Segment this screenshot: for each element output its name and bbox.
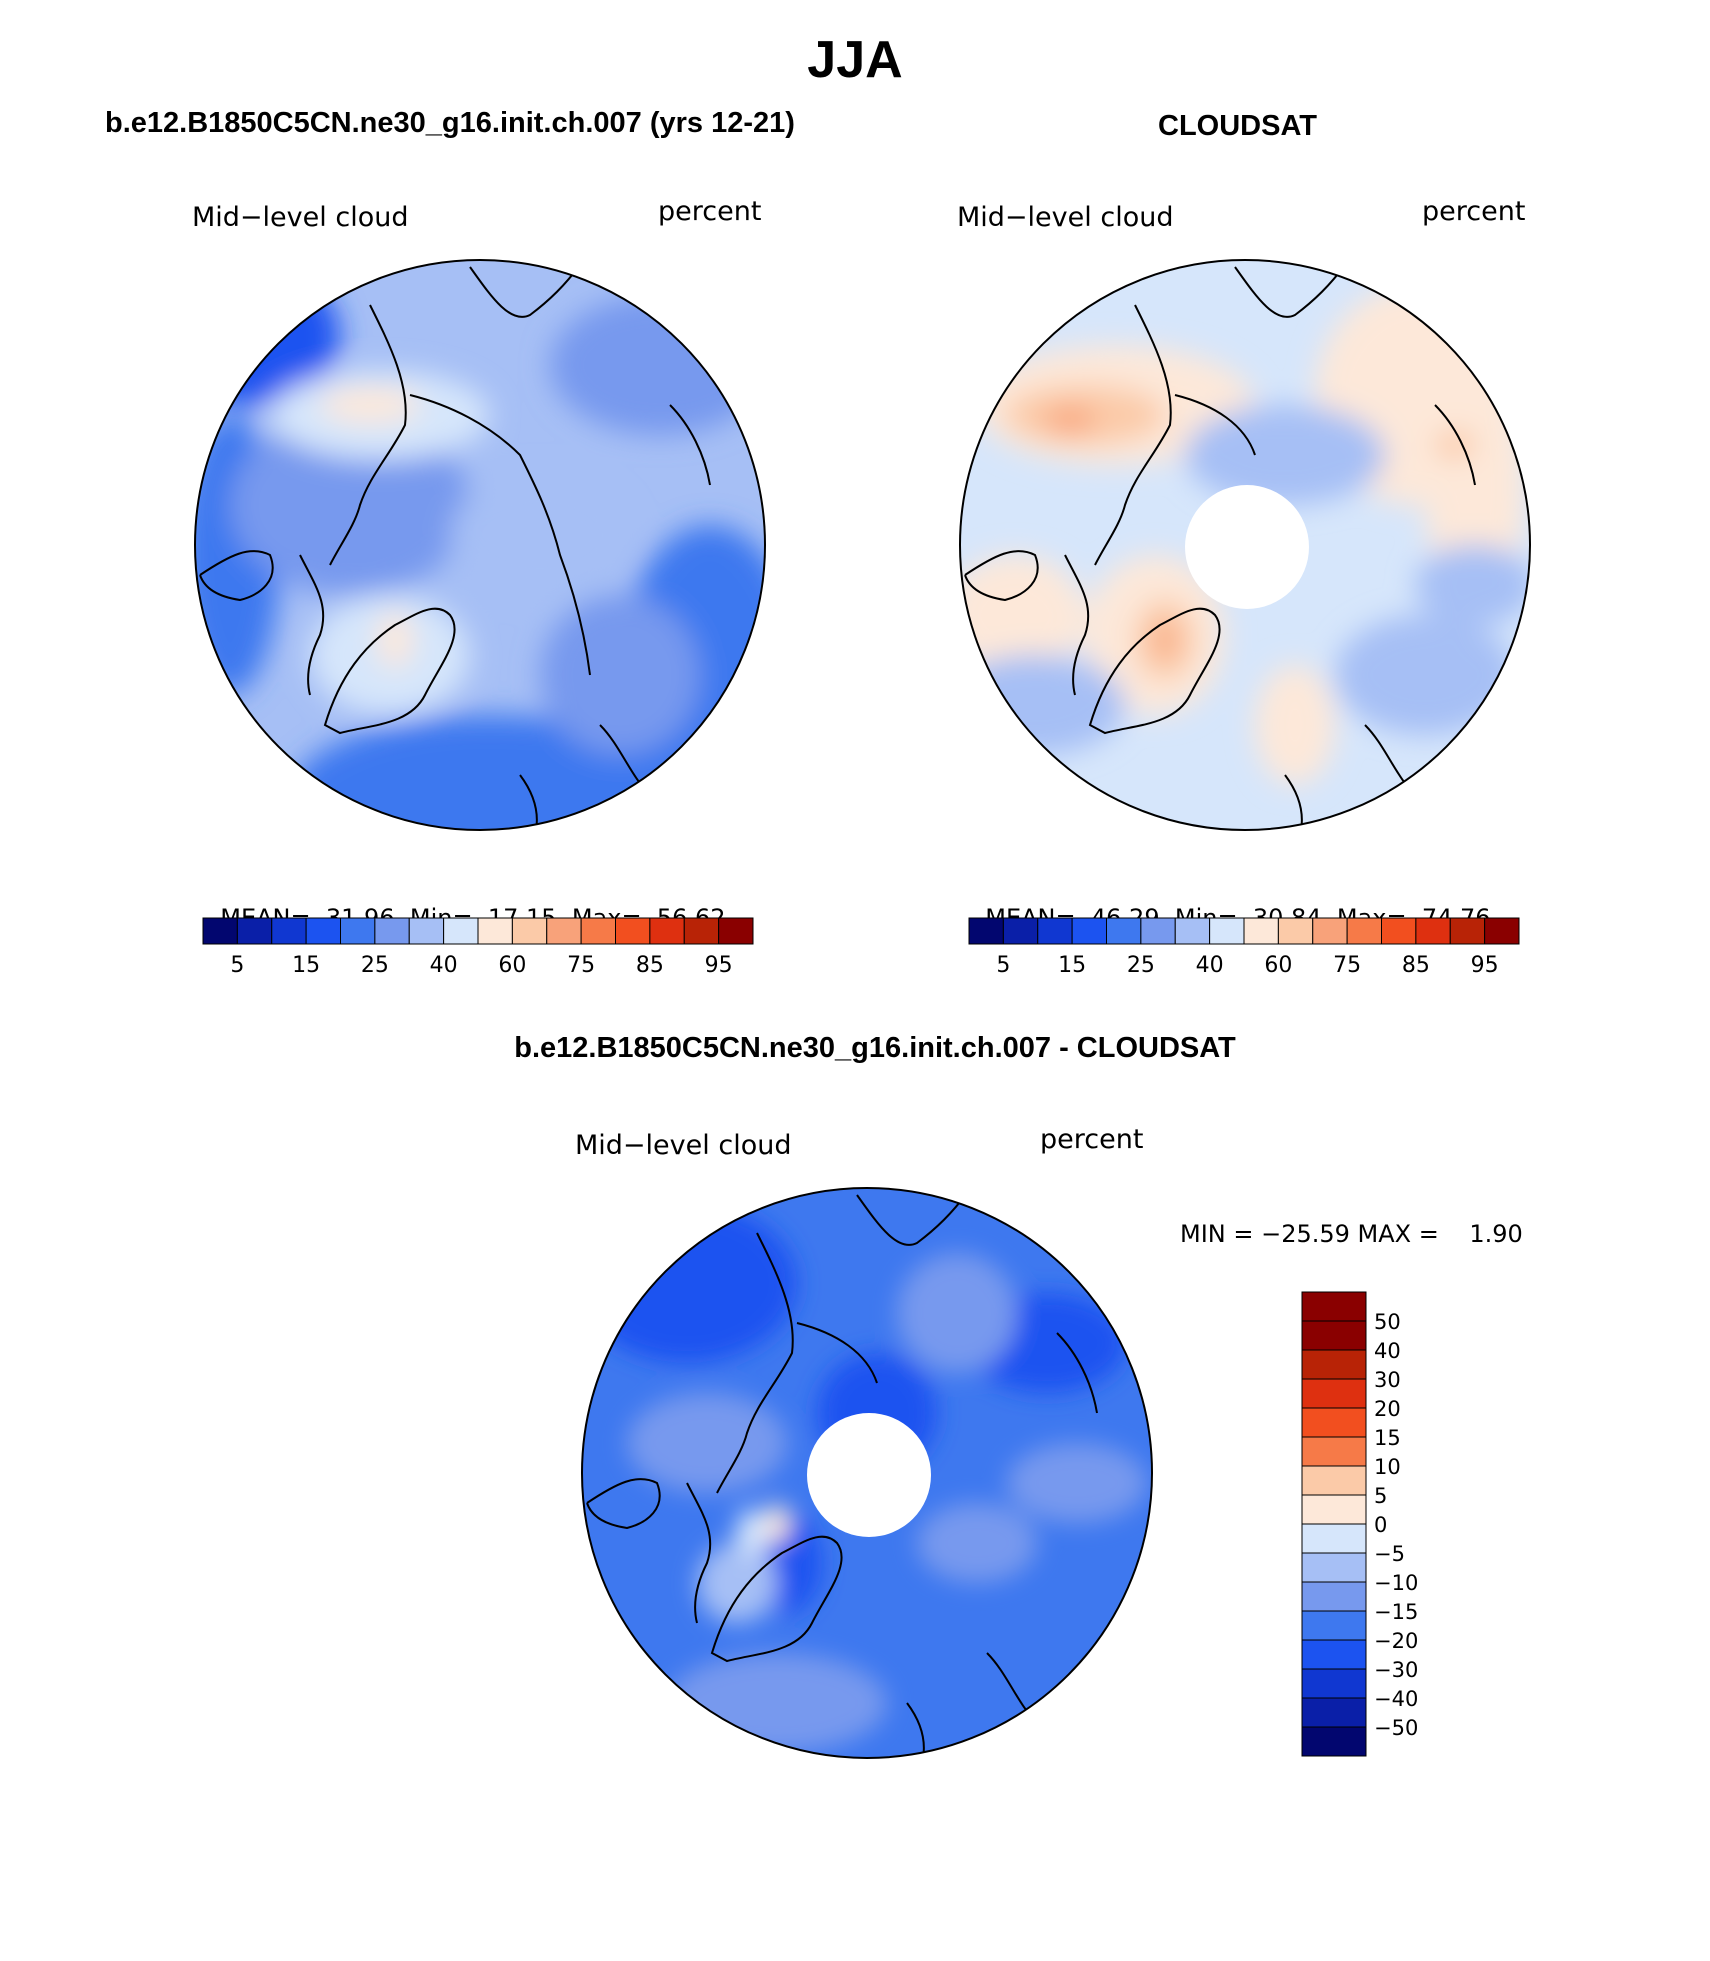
diff-colorbar-box (1301, 1523, 1367, 1554)
model-colorbar-box (236, 917, 273, 945)
obs-colorbar: 5 15 25 40 60 75 85 95 (968, 917, 1520, 978)
diff-colorbar-box (1301, 1610, 1367, 1641)
diff-colorbar-box (1301, 1407, 1367, 1438)
obs-colorbar-box (1449, 917, 1486, 945)
obs-panel-title: CLOUDSAT (1158, 110, 1317, 142)
obs-colorbar-label: 40 (1196, 953, 1224, 978)
model-colorbar-box (649, 917, 685, 945)
model-colorbar-box (718, 917, 754, 945)
model-colorbar-box (271, 917, 307, 945)
model-colorbar: 5 15 25 40 60 75 85 95 (202, 917, 754, 978)
diff-units-label: percent (1040, 1124, 1144, 1155)
diff-colorbar-box (1301, 1291, 1367, 1322)
obs-colorbar-box (1002, 917, 1039, 945)
obs-colorbar-box (1415, 917, 1451, 945)
model-panel-title: b.e12.B1850C5CN.ne30_g16.init.ch.007 (yr… (105, 107, 795, 139)
model-colorbar-box (580, 917, 616, 945)
obs-colorbar-box (1346, 917, 1382, 945)
diff-colorbar-label: −5 (1374, 1542, 1405, 1566)
obs-variable-label: Mid−level cloud (957, 202, 1174, 233)
diff-colorbar-box (1301, 1552, 1367, 1583)
diff-variable-label: Mid−level cloud (575, 1130, 792, 1161)
model-colorbar-box (408, 917, 445, 945)
diff-colorbar-label: −20 (1374, 1629, 1418, 1653)
diff-colorbar-box (1301, 1668, 1367, 1699)
diff-colorbar-box (1301, 1697, 1367, 1728)
obs-colorbar-label: 95 (1471, 953, 1499, 978)
model-colorbar-label: 60 (498, 953, 526, 978)
figure-title: JJA (807, 31, 903, 89)
obs-colorbar-box (1037, 917, 1073, 945)
obs-colorbar-box (1209, 917, 1245, 945)
diff-colorbar-label: 20 (1374, 1397, 1401, 1421)
model-colorbar-box (202, 917, 238, 945)
model-colorbar-label: 40 (430, 953, 458, 978)
obs-colorbar-label: 75 (1333, 953, 1361, 978)
model-colorbar-box (615, 917, 651, 945)
diff-colorbar-label: −30 (1374, 1658, 1418, 1682)
diff-colorbar-box (1301, 1349, 1367, 1380)
obs-colorbar-label: 60 (1264, 953, 1292, 978)
obs-colorbar-box (968, 917, 1004, 945)
model-colorbar-label: 25 (361, 953, 389, 978)
diff-polar-map (581, 1187, 1153, 1759)
obs-colorbar-box (1484, 917, 1520, 945)
model-units-label: percent (658, 196, 762, 227)
obs-colorbar-box (1243, 917, 1279, 945)
diff-colorbar-label: 10 (1374, 1455, 1401, 1479)
diff-colorbar-box (1301, 1726, 1367, 1757)
diff-colorbar-label: 5 (1374, 1484, 1387, 1508)
diff-colorbar-label: 30 (1374, 1368, 1401, 1392)
obs-colorbar-box (1140, 917, 1176, 945)
diff-colorbar-label: −50 (1374, 1716, 1418, 1740)
model-colorbar-label: 5 (230, 953, 244, 978)
diff-colorbar-box (1301, 1320, 1367, 1351)
diff-colorbar-box (1301, 1494, 1367, 1525)
model-colorbar-box (477, 917, 513, 945)
obs-colorbar-box (1174, 917, 1211, 945)
diff-colorbar-label: −10 (1374, 1571, 1418, 1595)
diff-stats: MIN = −25.59 MAX = 1.90 (1180, 1220, 1523, 1248)
diff-colorbar-label: 15 (1374, 1426, 1401, 1450)
obs-colorbar-label: 15 (1058, 953, 1086, 978)
model-colorbar-box (443, 917, 479, 945)
diff-colorbar-label: 40 (1374, 1339, 1401, 1363)
model-colorbar-label: 85 (636, 953, 664, 978)
model-colorbar-box (340, 917, 376, 945)
model-polar-map (194, 259, 766, 831)
model-colorbar-box (305, 917, 341, 945)
obs-colorbar-box (1071, 917, 1107, 945)
model-colorbar-box (546, 917, 582, 945)
diff-colorbar-label: 0 (1374, 1513, 1387, 1537)
obs-colorbar-label: 85 (1402, 953, 1430, 978)
diff-colorbar-box (1301, 1639, 1367, 1670)
obs-colorbar-box (1381, 917, 1417, 945)
obs-colorbar-box (1277, 917, 1314, 945)
diff-colorbar-box (1301, 1378, 1367, 1409)
model-colorbar-box (683, 917, 720, 945)
obs-colorbar-label: 25 (1127, 953, 1155, 978)
obs-colorbar-label: 5 (996, 953, 1010, 978)
model-colorbar-label: 95 (705, 953, 733, 978)
model-colorbar-label: 15 (292, 953, 320, 978)
diff-colorbar-box (1301, 1436, 1367, 1467)
diff-panel-title: b.e12.B1850C5CN.ne30_g16.init.ch.007 - C… (514, 1032, 1236, 1064)
obs-colorbar-box (1106, 917, 1142, 945)
model-colorbar-box (374, 917, 410, 945)
model-variable-label: Mid−level cloud (192, 202, 409, 233)
diff-colorbar-label: −40 (1374, 1687, 1418, 1711)
model-colorbar-box (511, 917, 548, 945)
model-colorbar-label: 75 (567, 953, 595, 978)
diff-colorbar-box (1301, 1465, 1367, 1496)
diff-colorbar-label: 50 (1374, 1310, 1401, 1334)
obs-polar-map (959, 259, 1531, 831)
diff-colorbar-label: −15 (1374, 1600, 1418, 1624)
obs-units-label: percent (1422, 196, 1526, 227)
obs-colorbar-box (1312, 917, 1348, 945)
diff-colorbar-box (1301, 1581, 1367, 1612)
